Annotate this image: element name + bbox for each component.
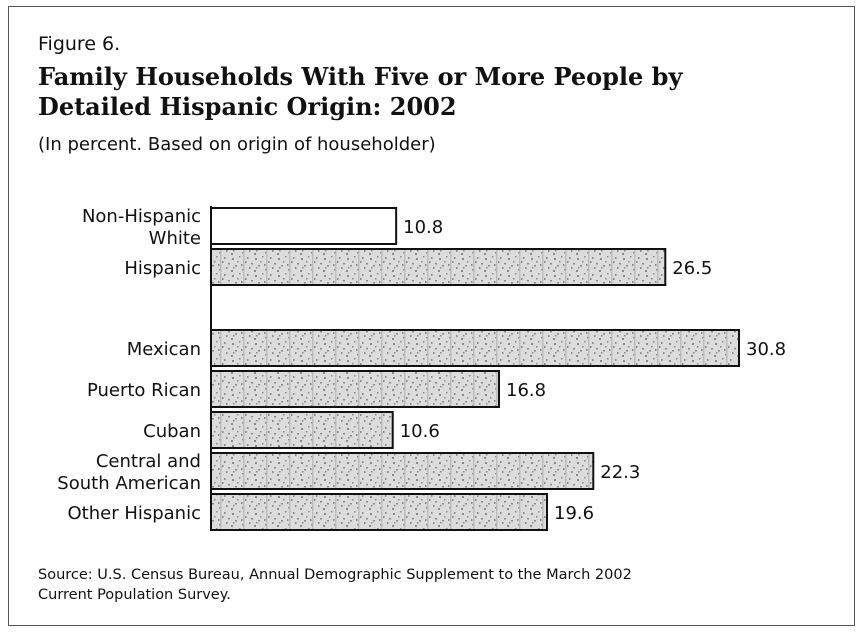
data-label: 26.5: [672, 258, 712, 279]
category-label: Non-Hispanic: [82, 206, 201, 227]
data-label: 30.8: [746, 339, 786, 360]
category-label: Puerto Rican: [87, 380, 201, 401]
bar: [210, 452, 595, 490]
data-label: 19.6: [554, 503, 594, 524]
source-line1: Source: U.S. Census Bureau, Annual Demog…: [38, 567, 632, 583]
bar: [210, 370, 500, 408]
figure-subtitle: (In percent. Based on origin of househol…: [38, 134, 436, 155]
source-note: Source: U.S. Census Bureau, Annual Demog…: [38, 565, 818, 605]
figure-title-line2: Detailed Hispanic Origin: 2002: [38, 92, 457, 121]
category-label: Cuban: [143, 421, 201, 442]
bar: [210, 248, 667, 286]
figure-title-line1: Family Households With Five or More Peop…: [38, 62, 683, 91]
data-label: 16.8: [506, 380, 546, 401]
bar: [210, 411, 394, 449]
bar: [210, 207, 398, 245]
category-label: South American: [57, 473, 201, 494]
figure-label: Figure 6.: [38, 33, 121, 55]
figure-title: Family Households With Five or More Peop…: [38, 62, 798, 122]
source-line2: Current Population Survey.: [38, 587, 231, 603]
bar: [210, 329, 740, 367]
bar: [210, 493, 548, 531]
category-label: White: [149, 228, 201, 249]
data-label: 10.8: [403, 217, 443, 238]
category-label: Mexican: [127, 339, 201, 360]
data-label: 22.3: [600, 462, 640, 483]
data-label: 10.6: [400, 421, 440, 442]
category-label: Other Hispanic: [67, 503, 201, 524]
category-label: Hispanic: [124, 258, 201, 279]
category-label: Central and: [96, 451, 201, 472]
